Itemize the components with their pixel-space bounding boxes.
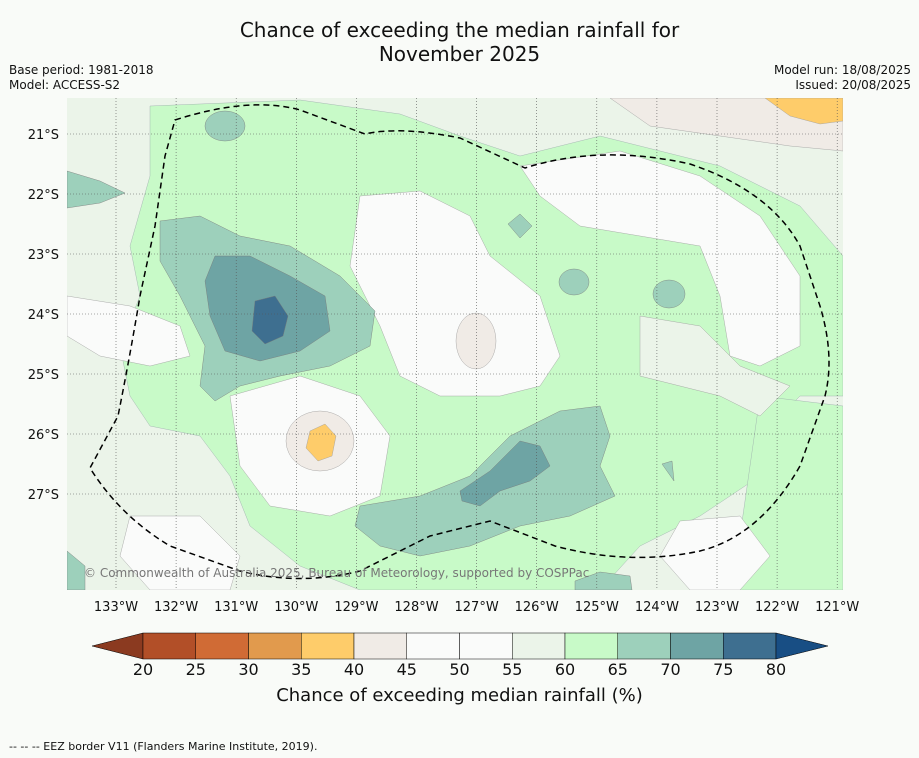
region-70-75-south [459, 440, 551, 507]
colorbar-cell [512, 632, 566, 660]
colorbar-cell [248, 632, 302, 660]
longitude-label: 129°W [334, 600, 378, 615]
region-75-80-west [251, 295, 289, 345]
graticule [67, 98, 843, 590]
region-35-40-southwest [305, 423, 337, 462]
colorbar-tick-label: 65 [607, 660, 628, 679]
region-45-50-center [455, 312, 497, 370]
meta-right: Model run: 18/08/2025 Issued: 20/08/2025 [774, 63, 911, 93]
longitude-label: 124°W [635, 600, 679, 615]
latitude-label: 24°S [28, 308, 59, 323]
eez-footnote: -- -- -- EEZ border V11 (Flanders Marine… [9, 740, 318, 753]
map-title: Chance of exceeding the median rainfall … [0, 18, 919, 66]
region-50-55-bottom-left [119, 515, 241, 590]
region-65-70-patch-f [67, 550, 86, 590]
region-50-55-right [519, 150, 801, 367]
region-55-60-right [639, 315, 791, 417]
region-65-70-patch-a [204, 110, 246, 142]
region-50-55-left [67, 295, 191, 367]
colorbar-tick-label: 80 [765, 660, 787, 679]
latitude-label: 25°S [28, 368, 59, 383]
region-60-65-lower-right [699, 395, 843, 590]
region-65-70-patch-c [652, 279, 686, 309]
latitude-label: 23°S [28, 248, 59, 263]
model-text: Model: ACCESS-S2 [9, 78, 121, 92]
longitude-labels: 133°W 132°W 131°W 130°W 129°W 128°W 127°W 126°W… [94, 600, 860, 615]
title-line-1: Chance of exceeding the median rainfall … [239, 18, 680, 42]
colorbar-title: Chance of exceeding median rainfall (%) [276, 685, 643, 706]
longitude-label: 125°W [575, 600, 619, 615]
colorbar-cell [617, 632, 671, 660]
colorbar-tick-label: 70 [660, 660, 681, 679]
longitude-label: 133°W [94, 600, 138, 615]
latitude-label: 22°S [28, 188, 59, 203]
longitude-label: 121°W [815, 600, 859, 615]
longitude-label: 127°W [455, 600, 499, 615]
colorbar-tick-labels: 20 25 30 35 40 45 50 55 60 65 70 75 80 [0, 660, 919, 682]
colorbar-tick-label: 60 [554, 660, 576, 679]
longitude-label: 131°W [214, 600, 258, 615]
title-line-2: November 2025 [378, 42, 541, 66]
colorbar-cell [406, 632, 460, 660]
model-run-text: Model run: 18/08/2025 [773, 63, 911, 77]
map-plot-area [67, 98, 843, 590]
region-65-70-patch-b [558, 268, 590, 296]
longitude-label: 122°W [755, 600, 799, 615]
longitude-label: 132°W [154, 600, 198, 615]
colorbar-cell [564, 632, 618, 660]
colorbar-tick-label: 75 [713, 660, 734, 679]
longitude-label: 123°W [695, 600, 739, 615]
colorbar-cell [301, 632, 355, 660]
colorbar-extend-low [91, 632, 144, 660]
colorbar-cell [195, 632, 249, 660]
colorbar-tick-label: 40 [343, 660, 365, 679]
region-65-70-patch-h [661, 460, 675, 482]
region-65-70-patch-d [507, 213, 533, 239]
base-period-text: Base period: 1981-2018 [9, 63, 154, 77]
issued-text: Issued: 20/08/2025 [795, 78, 911, 92]
longitude-label: 130°W [274, 600, 318, 615]
copyright-text: © Commonwealth of Australia 2025, Bureau… [84, 566, 589, 580]
longitude-label: 128°W [394, 600, 438, 615]
colorbar-cell [142, 632, 196, 660]
longitude-label: 126°W [515, 600, 559, 615]
region-65-70-patch-g [574, 571, 633, 590]
meta-left: Base period: 1981-2018 Model: ACCESS-S2 [9, 63, 154, 93]
colorbar-cells [91, 632, 829, 660]
colorbar-tick-label: 55 [502, 660, 523, 679]
latitude-label: 21°S [28, 128, 59, 143]
region-65-70-patch-e [67, 170, 126, 209]
colorbar [91, 632, 829, 660]
latitude-label: 26°S [28, 428, 59, 443]
colorbar-extend-high [775, 632, 829, 660]
eez-border [89, 104, 830, 580]
region-35-40-top-right [764, 98, 843, 125]
colorbar-cell [670, 632, 724, 660]
colorbar-tick-label: 20 [132, 660, 154, 679]
colorbar-tick-label: 25 [185, 660, 206, 679]
latitude-label: 27°S [28, 488, 59, 503]
colorbar-cell [459, 632, 513, 660]
colorbar-tick-label: 50 [449, 660, 470, 679]
colorbar-tick-label: 35 [291, 660, 312, 679]
region-50-55-center [349, 190, 561, 397]
colorbar-cell [723, 632, 777, 660]
latitude-labels: 21°S 22°S 23°S 24°S 25°S 26°S 27°S [28, 128, 59, 503]
colorbar-tick-label: 30 [238, 660, 259, 679]
colorbar-cell [353, 632, 407, 660]
colorbar-tick-label: 45 [396, 660, 417, 679]
rainfall-map: © Commonwealth of Australia 2025, Bureau… [28, 98, 860, 615]
